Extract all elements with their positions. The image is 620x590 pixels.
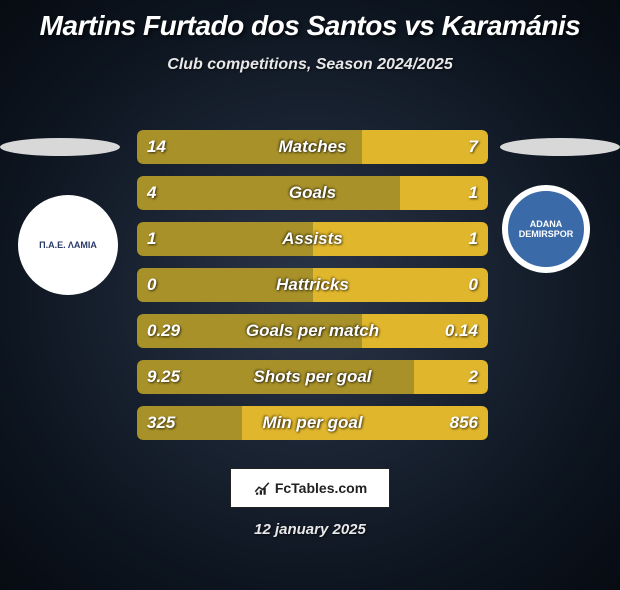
avatar-placeholder-left [0,138,120,156]
stat-value-left: 0 [147,275,156,295]
stat-value-right: 7 [469,137,478,157]
stat-row: Shots per goal9.25 2 [137,360,488,394]
stat-value-right: 856 [450,413,478,433]
stat-value-left: 14 [147,137,166,157]
stat-value-left: 4 [147,183,156,203]
stat-label: Assists [137,229,488,249]
stat-label: Goals [137,183,488,203]
stat-value-left: 0.29 [147,321,180,341]
stat-label: Shots per goal [137,367,488,387]
stat-row: Goals per match0.29 0.14 [137,314,488,348]
stat-row: Matches14 7 [137,130,488,164]
chart-icon [253,479,271,497]
avatar-placeholder-right [500,138,620,156]
club-badge-right: ADANA DEMIRSPOR [502,185,590,273]
stat-value-right: 2 [469,367,478,387]
footer-brand-text: FcTables.com [275,480,367,496]
stat-row: Min per goal325 856 [137,406,488,440]
stat-value-right: 0 [469,275,478,295]
stat-label: Min per goal [137,413,488,433]
stats-bars: Matches147Goals41Assists11Hattricks00Goa… [137,130,488,452]
stat-value-left: 9.25 [147,367,180,387]
stat-value-right: 1 [469,183,478,203]
stat-value-left: 325 [147,413,175,433]
stat-label: Hattricks [137,275,488,295]
stat-row: Goals4 1 [137,176,488,210]
stat-value-right: 0.14 [445,321,478,341]
stat-value-left: 1 [147,229,156,249]
comparison-subtitle: Club competitions, Season 2024/2025 [0,56,620,74]
club-badge-right-label: ADANA DEMIRSPOR [508,219,584,239]
club-badge-left-label: Π.Α.Ε. ΛΑΜΙΑ [39,240,97,250]
stat-row: Assists1 1 [137,222,488,256]
stat-label: Matches [137,137,488,157]
footer-brand-box: FcTables.com [230,468,390,508]
stat-row: Hattricks0 0 [137,268,488,302]
comparison-title: Martins Furtado dos Santos vs Karamánis [0,10,620,42]
stat-label: Goals per match [137,321,488,341]
footer-date: 12 january 2025 [254,521,366,538]
club-badge-left: Π.Α.Ε. ΛΑΜΙΑ [18,195,118,295]
stat-value-right: 1 [469,229,478,249]
